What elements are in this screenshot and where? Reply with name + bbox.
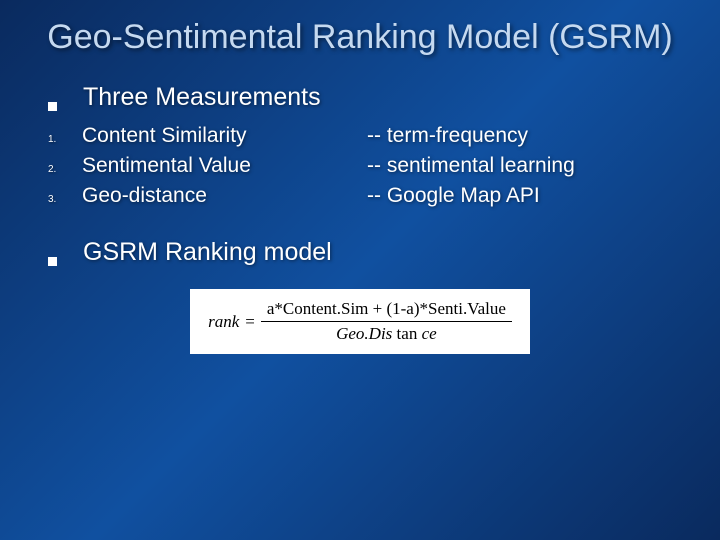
heading-measurements: Three Measurements <box>83 83 321 112</box>
slide: Geo-Sentimental Ranking Model (GSRM) Thr… <box>0 0 720 540</box>
formula-container: rank = a*Content.Sim + (1-a)*Senti.Value… <box>40 289 680 354</box>
formula-denominator: Geo.Dis tan ce <box>330 322 443 344</box>
list-item: 1. Content Similarity -- term-frequency <box>48 124 680 148</box>
list-item: 3. Geo-distance -- Google Map API <box>48 184 680 208</box>
list-marker: 1. <box>48 134 82 145</box>
formula-box: rank = a*Content.Sim + (1-a)*Senti.Value… <box>190 289 530 354</box>
list-item: 2. Sentimental Value -- sentimental lear… <box>48 154 680 178</box>
square-bullet-icon <box>48 257 57 266</box>
measurement-desc: -- term-frequency <box>367 124 680 148</box>
formula-equals: = <box>245 312 255 332</box>
measurement-desc: -- sentimental learning <box>367 154 680 178</box>
formula-numerator: a*Content.Sim + (1-a)*Senti.Value <box>261 299 512 322</box>
measurement-name: Geo-distance <box>82 184 367 208</box>
measurements-list: 1. Content Similarity -- term-frequency … <box>40 124 680 208</box>
square-bullet-icon <box>48 102 57 111</box>
heading-row-2: GSRM Ranking model <box>40 238 680 267</box>
list-content: Sentimental Value -- sentimental learnin… <box>82 154 680 178</box>
measurement-desc: -- Google Map API <box>367 184 680 208</box>
slide-title: Geo-Sentimental Ranking Model (GSRM) <box>40 18 680 57</box>
list-content: Content Similarity -- term-frequency <box>82 124 680 148</box>
list-marker: 2. <box>48 164 82 175</box>
measurement-name: Sentimental Value <box>82 154 367 178</box>
formula-lhs: rank <box>208 312 239 332</box>
heading-row-1: Three Measurements <box>40 83 680 112</box>
measurement-name: Content Similarity <box>82 124 367 148</box>
list-marker: 3. <box>48 194 82 205</box>
heading-ranking-model: GSRM Ranking model <box>83 238 332 267</box>
list-content: Geo-distance -- Google Map API <box>82 184 680 208</box>
formula-fraction: a*Content.Sim + (1-a)*Senti.Value Geo.Di… <box>261 299 512 344</box>
